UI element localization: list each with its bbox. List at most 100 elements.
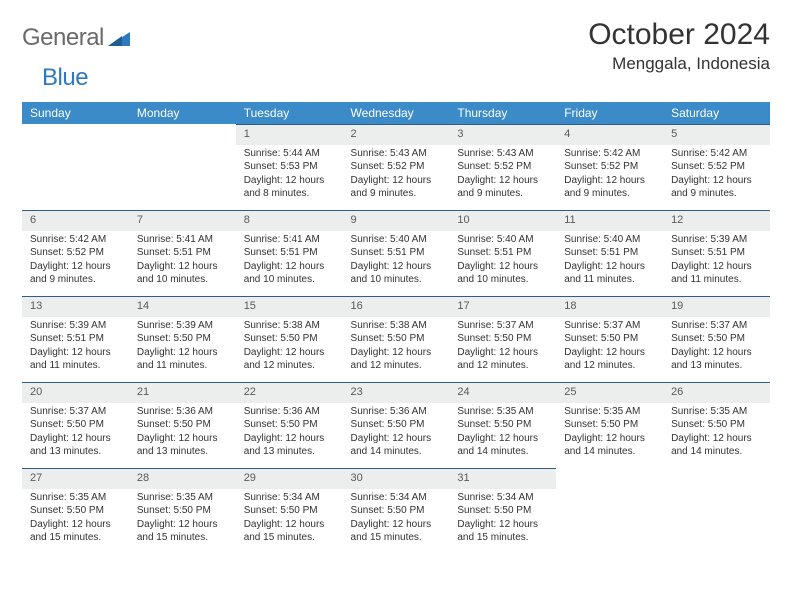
- day-sunset: Sunset: 5:51 PM: [351, 247, 442, 260]
- day-daylight1: Daylight: 12 hours: [137, 433, 228, 446]
- calendar-cell: 17Sunrise: 5:37 AMSunset: 5:50 PMDayligh…: [449, 296, 556, 382]
- day-number: 3: [449, 124, 556, 145]
- day-daylight1: Daylight: 12 hours: [671, 261, 762, 274]
- calendar-cell: 7Sunrise: 5:41 AMSunset: 5:51 PMDaylight…: [129, 210, 236, 296]
- calendar-cell: 8Sunrise: 5:41 AMSunset: 5:51 PMDaylight…: [236, 210, 343, 296]
- day-daylight1: Daylight: 12 hours: [244, 433, 335, 446]
- day-number: 26: [663, 382, 770, 403]
- day-sunrise: Sunrise: 5:39 AM: [671, 234, 762, 247]
- day-number: 10: [449, 210, 556, 231]
- day-body: Sunrise: 5:39 AMSunset: 5:51 PMDaylight:…: [663, 231, 770, 292]
- day-sunset: Sunset: 5:51 PM: [244, 247, 335, 260]
- day-daylight1: Daylight: 12 hours: [30, 261, 121, 274]
- day-daylight2: and 12 minutes.: [244, 360, 335, 373]
- calendar-row: 20Sunrise: 5:37 AMSunset: 5:50 PMDayligh…: [22, 382, 770, 468]
- day-daylight1: Daylight: 12 hours: [30, 347, 121, 360]
- day-daylight2: and 12 minutes.: [457, 360, 548, 373]
- day-number: 29: [236, 468, 343, 489]
- day-body: Sunrise: 5:34 AMSunset: 5:50 PMDaylight:…: [343, 489, 450, 550]
- day-sunset: Sunset: 5:52 PM: [564, 161, 655, 174]
- calendar-row: 6Sunrise: 5:42 AMSunset: 5:52 PMDaylight…: [22, 210, 770, 296]
- logo-word2: Blue: [42, 64, 88, 92]
- calendar-cell: 5Sunrise: 5:42 AMSunset: 5:52 PMDaylight…: [663, 124, 770, 210]
- calendar-cell: 20Sunrise: 5:37 AMSunset: 5:50 PMDayligh…: [22, 382, 129, 468]
- day-daylight1: Daylight: 12 hours: [671, 347, 762, 360]
- day-daylight1: Daylight: 12 hours: [244, 347, 335, 360]
- day-body: Sunrise: 5:35 AMSunset: 5:50 PMDaylight:…: [663, 403, 770, 464]
- day-sunset: Sunset: 5:51 PM: [30, 333, 121, 346]
- day-sunrise: Sunrise: 5:34 AM: [351, 492, 442, 505]
- day-number: 14: [129, 296, 236, 317]
- calendar-table: SundayMondayTuesdayWednesdayThursdayFrid…: [22, 102, 770, 554]
- calendar-cell: 15Sunrise: 5:38 AMSunset: 5:50 PMDayligh…: [236, 296, 343, 382]
- day-daylight2: and 15 minutes.: [137, 532, 228, 545]
- day-daylight2: and 14 minutes.: [351, 446, 442, 459]
- calendar-cell: 31Sunrise: 5:34 AMSunset: 5:50 PMDayligh…: [449, 468, 556, 554]
- day-body: Sunrise: 5:43 AMSunset: 5:52 PMDaylight:…: [449, 145, 556, 206]
- logo: General: [22, 18, 132, 52]
- day-daylight1: Daylight: 12 hours: [671, 433, 762, 446]
- calendar-cell: 4Sunrise: 5:42 AMSunset: 5:52 PMDaylight…: [556, 124, 663, 210]
- day-number: 9: [343, 210, 450, 231]
- day-daylight1: Daylight: 12 hours: [457, 347, 548, 360]
- day-daylight2: and 9 minutes.: [564, 188, 655, 201]
- day-daylight1: Daylight: 12 hours: [457, 433, 548, 446]
- day-sunset: Sunset: 5:50 PM: [671, 333, 762, 346]
- calendar-cell: 29Sunrise: 5:34 AMSunset: 5:50 PMDayligh…: [236, 468, 343, 554]
- day-header: Saturday: [663, 102, 770, 124]
- day-daylight1: Daylight: 12 hours: [351, 347, 442, 360]
- calendar-cell: 25Sunrise: 5:35 AMSunset: 5:50 PMDayligh…: [556, 382, 663, 468]
- calendar-body: 1Sunrise: 5:44 AMSunset: 5:53 PMDaylight…: [22, 124, 770, 554]
- day-sunset: Sunset: 5:50 PM: [244, 419, 335, 432]
- calendar-cell: 2Sunrise: 5:43 AMSunset: 5:52 PMDaylight…: [343, 124, 450, 210]
- day-daylight2: and 10 minutes.: [137, 274, 228, 287]
- day-sunset: Sunset: 5:50 PM: [351, 505, 442, 518]
- day-header: Friday: [556, 102, 663, 124]
- calendar-row: 1Sunrise: 5:44 AMSunset: 5:53 PMDaylight…: [22, 124, 770, 210]
- day-number: 23: [343, 382, 450, 403]
- day-body: Sunrise: 5:37 AMSunset: 5:50 PMDaylight:…: [449, 317, 556, 378]
- day-body: Sunrise: 5:42 AMSunset: 5:52 PMDaylight:…: [22, 231, 129, 292]
- day-number: 4: [556, 124, 663, 145]
- day-daylight1: Daylight: 12 hours: [564, 261, 655, 274]
- day-number: 7: [129, 210, 236, 231]
- day-daylight2: and 13 minutes.: [671, 360, 762, 373]
- day-body: Sunrise: 5:40 AMSunset: 5:51 PMDaylight:…: [343, 231, 450, 292]
- day-sunrise: Sunrise: 5:42 AM: [564, 148, 655, 161]
- day-sunrise: Sunrise: 5:34 AM: [457, 492, 548, 505]
- day-body: Sunrise: 5:35 AMSunset: 5:50 PMDaylight:…: [22, 489, 129, 550]
- day-sunrise: Sunrise: 5:35 AM: [137, 492, 228, 505]
- day-sunset: Sunset: 5:52 PM: [30, 247, 121, 260]
- day-body: Sunrise: 5:41 AMSunset: 5:51 PMDaylight:…: [236, 231, 343, 292]
- day-daylight2: and 9 minutes.: [30, 274, 121, 287]
- calendar-cell: 21Sunrise: 5:36 AMSunset: 5:50 PMDayligh…: [129, 382, 236, 468]
- day-body: Sunrise: 5:37 AMSunset: 5:50 PMDaylight:…: [556, 317, 663, 378]
- day-body: Sunrise: 5:44 AMSunset: 5:53 PMDaylight:…: [236, 145, 343, 206]
- day-body: Sunrise: 5:35 AMSunset: 5:50 PMDaylight:…: [129, 489, 236, 550]
- day-number: 30: [343, 468, 450, 489]
- day-number: 24: [449, 382, 556, 403]
- calendar-row: 13Sunrise: 5:39 AMSunset: 5:51 PMDayligh…: [22, 296, 770, 382]
- day-sunset: Sunset: 5:50 PM: [137, 333, 228, 346]
- day-sunset: Sunset: 5:50 PM: [137, 419, 228, 432]
- day-number: 28: [129, 468, 236, 489]
- day-header: Sunday: [22, 102, 129, 124]
- day-body: Sunrise: 5:36 AMSunset: 5:50 PMDaylight:…: [129, 403, 236, 464]
- day-number: 5: [663, 124, 770, 145]
- logo-mark-icon: [108, 28, 130, 48]
- day-daylight1: Daylight: 12 hours: [351, 261, 442, 274]
- day-sunset: Sunset: 5:52 PM: [351, 161, 442, 174]
- page-title: October 2024: [588, 18, 770, 52]
- day-body: Sunrise: 5:37 AMSunset: 5:50 PMDaylight:…: [663, 317, 770, 378]
- day-header: Thursday: [449, 102, 556, 124]
- day-daylight2: and 8 minutes.: [244, 188, 335, 201]
- day-daylight1: Daylight: 12 hours: [30, 519, 121, 532]
- day-daylight2: and 12 minutes.: [564, 360, 655, 373]
- day-daylight1: Daylight: 12 hours: [564, 433, 655, 446]
- day-sunrise: Sunrise: 5:37 AM: [564, 320, 655, 333]
- calendar-cell: 23Sunrise: 5:36 AMSunset: 5:50 PMDayligh…: [343, 382, 450, 468]
- day-number: 1: [236, 124, 343, 145]
- day-daylight1: Daylight: 12 hours: [457, 261, 548, 274]
- day-sunrise: Sunrise: 5:38 AM: [351, 320, 442, 333]
- day-daylight2: and 15 minutes.: [457, 532, 548, 545]
